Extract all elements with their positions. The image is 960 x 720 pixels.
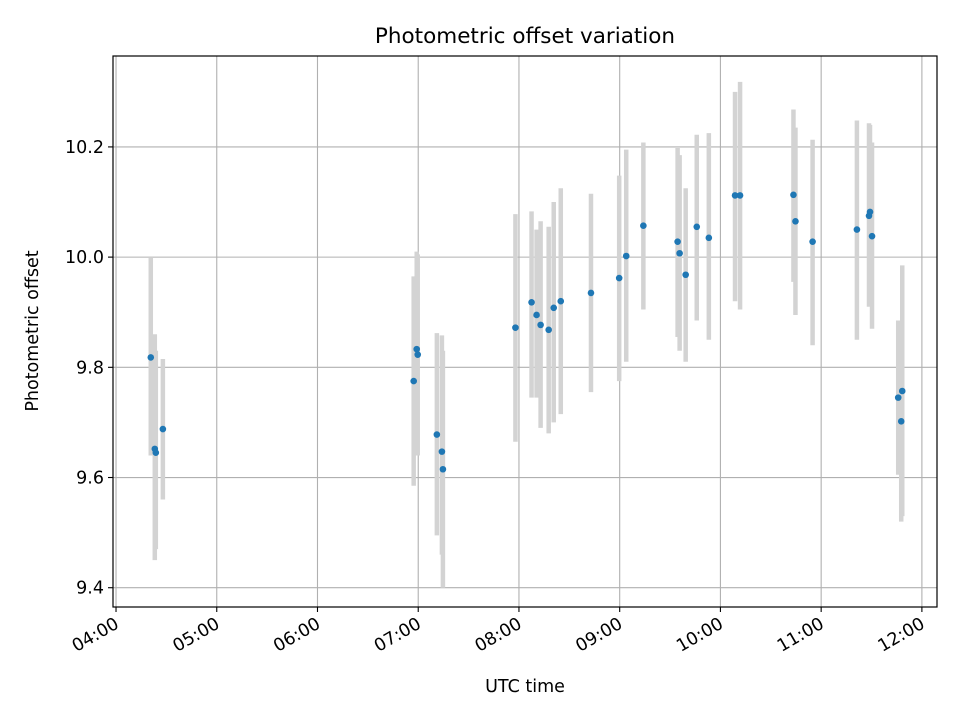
data-point [413,345,421,353]
chart-title: Photometric offset variation [375,24,675,49]
data-point [693,223,701,231]
data-point [674,238,681,245]
data-point [868,232,876,240]
data-point [438,448,446,455]
data-point [622,252,630,260]
data-point [550,304,558,312]
x-axis-label: UTC time [485,677,565,697]
data-point [587,289,595,297]
data-point [410,377,417,385]
data-point [736,192,744,199]
y-axis-label: Photometric offset [23,250,43,411]
data-point [682,271,689,279]
y-tick-label: 10.2 [65,138,104,158]
data-point [705,234,713,242]
data-point [528,298,535,306]
data-point [545,326,552,334]
y-tick-label: 9.6 [76,469,104,489]
data-points [147,191,906,473]
data-point [537,321,544,329]
data-point [557,297,565,305]
data-point [439,465,447,473]
data-point [147,354,155,361]
data-point [792,218,799,225]
data-point [615,274,623,282]
data-point [533,311,540,319]
data-point [790,191,797,199]
y-tick-label: 10.0 [65,248,104,268]
data-point [897,418,905,425]
data-point [159,425,167,433]
y-tick-label: 9.8 [76,358,104,378]
data-point [152,449,160,457]
data-point [676,249,683,257]
plot-frame [112,55,938,608]
data-point [866,208,874,216]
data-point [894,394,902,401]
data-point [898,387,906,395]
data-point [433,431,441,438]
data-point [853,226,861,233]
data-point [809,238,816,245]
data-point [640,222,647,230]
data-point [731,192,739,199]
data-point [414,351,422,358]
y-tick-label: 9.4 [76,579,104,599]
data-point [512,324,519,331]
